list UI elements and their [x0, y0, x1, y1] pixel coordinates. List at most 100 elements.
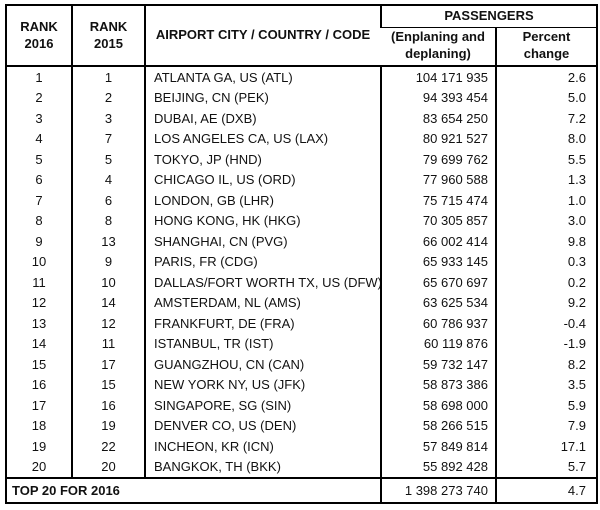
rank-2015-cell: 3: [71, 108, 145, 129]
airport-cell: BANGKOK, TH (BKK): [144, 456, 381, 478]
percent-change-cell: 5.9: [495, 395, 597, 416]
passengers-cell: 77 960 588: [380, 169, 496, 190]
rank-2015-cell: 6: [71, 190, 145, 211]
col-header-rank-2016: RANK 2016: [6, 5, 72, 67]
totals-label: TOP 20 FOR 2016: [6, 477, 381, 503]
passengers-cell: 58 698 000: [380, 395, 496, 416]
rank-2015-cell: 14: [71, 292, 145, 313]
table-row: 7 6 LONDON, GB (LHR) 75 715 474 1.0: [6, 190, 597, 211]
header-line: Percent: [522, 29, 571, 45]
table-row: 10 9 PARIS, FR (CDG) 65 933 145 0.3: [6, 251, 597, 272]
rank-2015-cell: 12: [71, 313, 145, 334]
passengers-cell: 60 119 876: [380, 333, 496, 354]
percent-change-cell: 8.2: [495, 354, 597, 375]
airport-cell: DUBAI, AE (DXB): [144, 108, 381, 129]
percent-change-cell: 1.0: [495, 190, 597, 211]
table-row: 15 17 GUANGZHOU, CN (CAN) 59 732 147 8.2: [6, 354, 597, 375]
table-row: 4 7 LOS ANGELES CA, US (LAX) 80 921 527 …: [6, 128, 597, 149]
percent-change-cell: 9.8: [495, 231, 597, 252]
rank-2015-cell: 19: [71, 415, 145, 436]
table-row: 17 16 SINGAPORE, SG (SIN) 58 698 000 5.9: [6, 395, 597, 416]
rank-2016-cell: 14: [31, 336, 47, 352]
rank-2015-cell: 15: [71, 374, 145, 395]
header-line: RANK: [20, 18, 58, 34]
airport-cell: FRANKFURT, DE (FRA): [144, 313, 381, 334]
percent-change-cell: 0.3: [495, 251, 597, 272]
col-header-passengers-group: PASSENGERS: [380, 5, 597, 28]
table-row: 9 13 SHANGHAI, CN (PVG) 66 002 414 9.8: [6, 231, 597, 252]
rank-2015-cell: 10: [71, 272, 145, 293]
percent-change-cell: -1.9: [495, 333, 597, 354]
airport-cell: ISTANBUL, TR (IST): [144, 333, 381, 354]
col-header-rank-2015: RANK 2015: [71, 5, 145, 67]
table-row: 6 4 CHICAGO IL, US (ORD) 77 960 588 1.3: [6, 169, 597, 190]
col-header-airport: AIRPORT CITY / COUNTRY / CODE: [144, 5, 381, 67]
passengers-cell: 55 892 428: [380, 456, 496, 478]
header-line: change: [523, 46, 570, 62]
rank-2016-cell: 15: [31, 356, 47, 372]
airport-cell: GUANGZHOU, CN (CAN): [144, 354, 381, 375]
rank-2016-cell: 4: [35, 131, 43, 147]
percent-change-cell: 5.0: [495, 87, 597, 108]
passengers-cell: 57 849 814: [380, 436, 496, 457]
table-header: RANK 2016 RANK 2015 AIRPORT CITY / COUNT…: [6, 5, 597, 67]
airport-cell: TOKYO, JP (HND): [144, 149, 381, 170]
percent-change-cell: -0.4: [495, 313, 597, 334]
percent-change-cell: 2.6: [495, 66, 597, 88]
header-line: 2015: [94, 35, 123, 51]
table-row: 13 12 FRANKFURT, DE (FRA) 60 786 937 -0.…: [6, 313, 597, 334]
rank-2015-cell: 16: [71, 395, 145, 416]
table-row: 11 10 DALLAS/FORT WORTH TX, US (DFW) 65 …: [6, 272, 597, 293]
rank-2015-cell: 17: [71, 354, 145, 375]
percent-change-cell: 8.0: [495, 128, 597, 149]
col-header-percent-change: Percent change: [495, 27, 597, 67]
passengers-cell: 66 002 414: [380, 231, 496, 252]
airport-cell: LONDON, GB (LHR): [144, 190, 381, 211]
percent-change-cell: 7.9: [495, 415, 597, 436]
rank-2015-cell: 2: [71, 87, 145, 108]
totals-passengers-cell: 1 398 273 740: [380, 477, 496, 503]
percent-change-cell: 9.2: [495, 292, 597, 313]
passengers-cell: 58 873 386: [380, 374, 496, 395]
passengers-cell: 104 171 935: [380, 66, 496, 88]
rank-2015-cell: 4: [71, 169, 145, 190]
percent-change-cell: 3.5: [495, 374, 597, 395]
table-row: 19 22 INCHEON, KR (ICN) 57 849 814 17.1: [6, 436, 597, 457]
table-row: 5 5 TOKYO, JP (HND) 79 699 762 5.5: [6, 149, 597, 170]
airport-cell: NEW YORK NY, US (JFK): [144, 374, 381, 395]
rank-2015-cell: 8: [71, 210, 145, 231]
percent-change-cell: 3.0: [495, 210, 597, 231]
rank-2016-cell: 5: [35, 151, 43, 167]
percent-change-cell: 7.2: [495, 108, 597, 129]
airport-cell: AMSTERDAM, NL (AMS): [144, 292, 381, 313]
table-row: 18 19 DENVER CO, US (DEN) 58 266 515 7.9: [6, 415, 597, 436]
table-row: 2 2 BEIJING, CN (PEK) 94 393 454 5.0: [6, 87, 597, 108]
passengers-cell: 80 921 527: [380, 128, 496, 149]
passengers-cell: 70 305 857: [380, 210, 496, 231]
rank-2016-cell: 11: [32, 274, 46, 290]
rank-2016-cell: 18: [31, 418, 47, 434]
totals-percent-cell: 4.7: [495, 477, 597, 503]
rank-2015-cell: 20: [71, 456, 145, 478]
passengers-cell: 59 732 147: [380, 354, 496, 375]
airport-cell: DALLAS/FORT WORTH TX, US (DFW): [144, 272, 381, 293]
rank-2016-cell: 16: [31, 377, 47, 393]
passengers-cell: 79 699 762: [380, 149, 496, 170]
table-footer: TOP 20 FOR 2016 1 398 273 740 4.7: [6, 477, 597, 503]
table-row: 12 14 AMSTERDAM, NL (AMS) 63 625 534 9.2: [6, 292, 597, 313]
passengers-cell: 58 266 515: [380, 415, 496, 436]
percent-change-cell: 1.3: [495, 169, 597, 190]
header-line: (Enplaning and: [391, 29, 485, 45]
rank-2016-cell: 13: [31, 315, 47, 331]
rank-2016-cell: 8: [35, 213, 43, 229]
rank-2015-cell: 22: [71, 436, 145, 457]
header-line: RANK: [89, 18, 128, 34]
percent-change-cell: 5.5: [495, 149, 597, 170]
table-row: 14 11 ISTANBUL, TR (IST) 60 119 876 -1.9: [6, 333, 597, 354]
airport-cell: SHANGHAI, CN (PVG): [144, 231, 381, 252]
passengers-cell: 83 654 250: [380, 108, 496, 129]
passengers-cell: 94 393 454: [380, 87, 496, 108]
passengers-cell: 63 625 534: [380, 292, 496, 313]
table-row: 16 15 NEW YORK NY, US (JFK) 58 873 386 3…: [6, 374, 597, 395]
